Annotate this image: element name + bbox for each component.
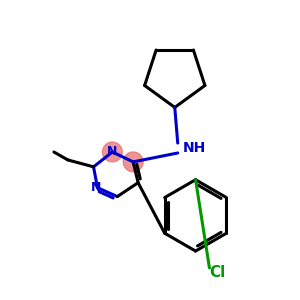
Text: N: N [107,146,118,158]
Text: N: N [91,181,102,194]
Circle shape [102,142,122,162]
Circle shape [123,152,143,172]
Text: NH: NH [183,141,206,155]
Text: Cl: Cl [209,266,226,280]
